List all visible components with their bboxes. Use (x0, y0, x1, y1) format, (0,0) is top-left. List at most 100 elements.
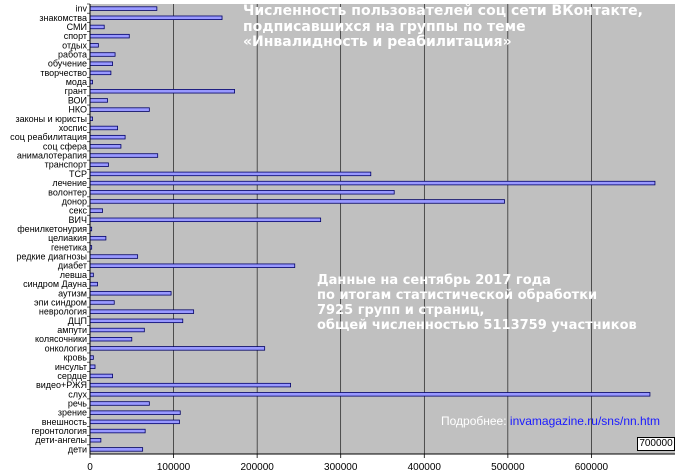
category-label: аутизм (58, 288, 87, 298)
category-label: творчество (40, 68, 87, 78)
category-label: сердце (57, 371, 87, 381)
category-label: транспорт (45, 160, 87, 170)
bar (89, 263, 296, 268)
category-label: СМИ (67, 22, 87, 32)
bar (89, 346, 266, 351)
category-label: видео+РЖЯ (36, 380, 87, 390)
x-tick-label: 300000 (324, 462, 358, 473)
bar (89, 199, 505, 204)
category-label: мода (66, 77, 87, 87)
category-label: диабет (58, 261, 87, 271)
bar (89, 98, 108, 103)
category-label: секс (69, 206, 88, 216)
category-label: колясочники (35, 334, 87, 344)
category-label: геронтология (32, 426, 88, 436)
x-max-label: 700000 (637, 437, 675, 451)
category-label: слух (68, 389, 87, 399)
category-label: ВОИ (68, 95, 87, 105)
bar (89, 171, 372, 177)
bar (89, 24, 105, 30)
bar (89, 364, 96, 369)
category-label: обучение (48, 59, 87, 69)
x-tick-label: 0 (87, 462, 93, 473)
category-label: ТСР (69, 169, 87, 179)
category-label: соц сфера (43, 141, 87, 151)
category-label: дети (68, 444, 87, 454)
category-label: хоспис (59, 123, 88, 133)
category-label: донор (62, 196, 87, 206)
category-label: целиакия (48, 233, 87, 243)
bar (89, 15, 223, 20)
bar (89, 217, 322, 223)
more-link[interactable]: invamagazine.ru/sns/nn.htm (509, 414, 660, 428)
x-tick-label: 100000 (157, 462, 191, 473)
category-label: ВИЧ (69, 215, 87, 225)
category-label: речь (68, 398, 87, 408)
bar (89, 235, 107, 241)
bar (89, 309, 195, 314)
category-labels: invзнакомстваСМИспортотдыхработаобучение… (10, 4, 90, 454)
category-label: инсульт (55, 362, 87, 372)
bar (89, 419, 180, 425)
bar (89, 52, 116, 57)
category-label: грант (65, 86, 87, 96)
gridlines (173, 4, 592, 454)
category-label: внешность (42, 417, 88, 427)
category-label: генетика (51, 242, 87, 252)
category-label: кровь (64, 353, 88, 363)
more-label: Подробнее: (441, 414, 507, 428)
bar (89, 162, 109, 167)
category-label: дети-ангелы (35, 435, 87, 445)
bar (89, 392, 651, 397)
category-label: работа (58, 50, 87, 60)
bar (89, 373, 113, 379)
category-label: законы и юристы (15, 114, 87, 124)
data-note: Данные на сентябрь 2017 года по итогам с… (317, 273, 637, 333)
bar (89, 410, 181, 415)
bar (89, 190, 395, 195)
bar (89, 144, 122, 149)
bar (89, 125, 118, 131)
category-label: синдром Дауна (23, 279, 87, 289)
category-label: лечение (52, 178, 87, 188)
category-label: волонтер (48, 187, 87, 197)
category-label: анималотерапия (17, 151, 87, 161)
bar (89, 61, 113, 66)
x-axis-ticks: 0 100000 200000 300000 400000 500000 600000 (87, 454, 609, 473)
bar (89, 89, 235, 94)
bar (89, 447, 144, 452)
bar (89, 107, 150, 112)
category-label: inv (75, 4, 87, 14)
bar (89, 208, 103, 213)
bar (89, 70, 112, 76)
chart-title: Численность пользователей соц сети ВКонт… (243, 3, 643, 50)
plot-area (90, 4, 675, 454)
x-tick-label: 400000 (408, 462, 442, 473)
x-tick-label: 200000 (240, 462, 274, 473)
category-label: неврология (39, 307, 87, 317)
category-label: ДЦП (68, 316, 87, 326)
bar (89, 6, 158, 11)
bar-series (89, 6, 656, 452)
bar (89, 254, 139, 259)
bar (89, 327, 145, 333)
bar (89, 281, 98, 287)
bar (89, 300, 115, 305)
category-label: эпи синдром (34, 297, 87, 307)
bar (89, 180, 656, 186)
x-tick-label: 500000 (491, 462, 525, 473)
bar (89, 272, 94, 278)
category-label: фенилкетонурия (17, 224, 87, 234)
bar (89, 382, 291, 388)
category-label: зрение (58, 408, 87, 418)
bar (89, 438, 102, 443)
category-label: редкие диагнозы (16, 252, 87, 262)
category-label: ампути (57, 325, 87, 335)
bar (89, 428, 146, 434)
bar (89, 318, 184, 324)
bar (89, 33, 130, 39)
bar (89, 337, 133, 342)
category-label: онкология (45, 343, 87, 353)
bar (89, 43, 99, 48)
